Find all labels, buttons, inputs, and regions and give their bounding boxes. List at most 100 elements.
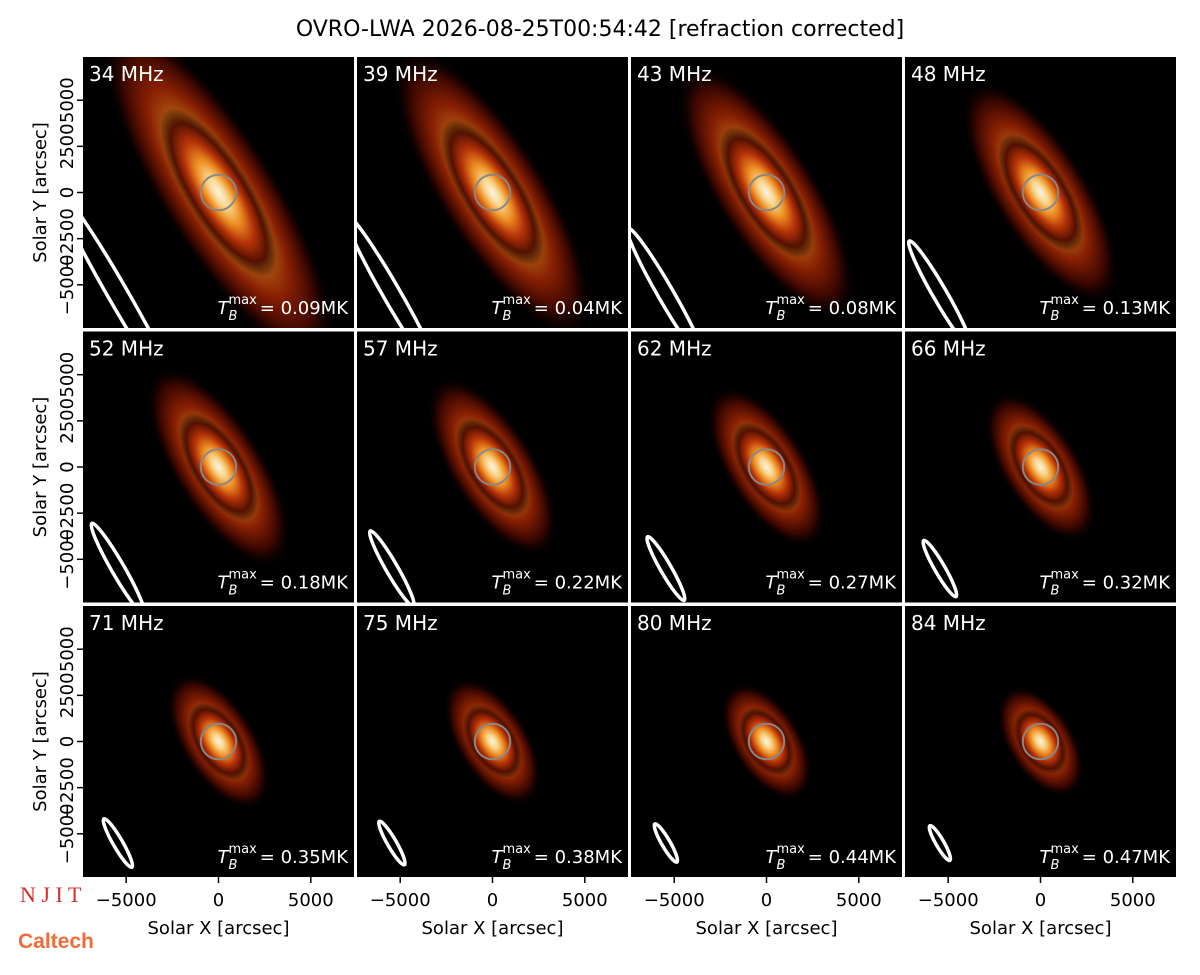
panel-title: 66 MHz — [911, 337, 986, 361]
panel: 75 MHz TBmax = 0.38MK −5000 0 5000 Solar X [ar… — [357, 606, 628, 939]
panel-title: 34 MHz — [89, 62, 164, 86]
solar-disk — [199, 173, 238, 212]
tb-annotation: TBmax = 0.27MK — [766, 568, 898, 599]
y-axis-label: Solar Y [arcsec] — [30, 122, 51, 263]
solar-disk — [473, 448, 512, 486]
tb-subscript: B — [1051, 584, 1060, 599]
x-axis-label: Solar X [arcsec] — [422, 918, 564, 939]
tb-annotation: TBmax = 0.44MK — [766, 842, 898, 873]
panel-image — [357, 331, 628, 603]
tb-superscript: max — [502, 293, 531, 308]
tb-value: = 0.22MK — [534, 573, 623, 594]
x-tick-label: 5000 — [1110, 890, 1156, 911]
emission-core — [719, 126, 814, 259]
tb-value: = 0.44MK — [808, 847, 897, 868]
emission-core — [738, 707, 795, 776]
panel: 66 MHz TBmax = 0.32MK — [905, 331, 1176, 603]
y-tick-label: 5000 — [57, 77, 78, 123]
emission-core — [463, 704, 522, 779]
panel-image — [631, 57, 902, 328]
solar-disk — [1021, 448, 1060, 486]
tb-annotation: TBmax = 0.18MK — [218, 568, 350, 599]
solar-disk — [473, 173, 512, 212]
beam — [367, 529, 416, 603]
tb-superscript: max — [502, 842, 531, 857]
tb-annotation: TBmax = 0.38MK — [492, 842, 624, 873]
tb-symbol: T — [492, 847, 505, 868]
solar-disk — [747, 448, 786, 486]
panel-title: 43 MHz — [637, 62, 712, 86]
tb-symbol: T — [492, 573, 505, 594]
figure-title: OVRO-LWA 2026-08-25T00:54:42 [refraction… — [296, 17, 904, 42]
tb-subscript: B — [777, 858, 786, 873]
x-tick-label: 5000 — [288, 890, 334, 911]
emission-core — [160, 108, 277, 277]
solar-disk — [199, 448, 238, 486]
tb-superscript: max — [228, 568, 257, 583]
panel: 57 MHz TBmax = 0.22MK — [357, 331, 628, 603]
panel-image — [83, 606, 354, 877]
solar-disk — [1021, 722, 1060, 761]
tb-annotation: TBmax = 0.08MK — [766, 293, 898, 324]
tb-value: = 0.04MK — [534, 298, 623, 319]
y-tick-label: −5000 — [57, 254, 78, 315]
x-axis-label: Solar X [arcsec] — [148, 918, 290, 939]
y-tick-label: 5000 — [57, 626, 78, 672]
tb-annotation: TBmax = 0.09MK — [218, 293, 350, 324]
tb-value: = 0.32MK — [1082, 573, 1171, 594]
beam — [377, 819, 407, 867]
beam — [921, 538, 959, 599]
beam — [357, 211, 441, 328]
panel: 43 MHz TBmax = 0.08MK — [631, 57, 902, 328]
panel-image — [905, 331, 1176, 603]
x-tick-label: −5000 — [918, 890, 979, 911]
panel-title: 39 MHz — [363, 62, 438, 86]
y-tick-label: 2500 — [57, 672, 78, 718]
tb-symbol: T — [1040, 298, 1053, 319]
tb-subscript: B — [229, 584, 238, 599]
y-tick-label: 2500 — [57, 398, 78, 444]
y-tick-label: 0 — [57, 736, 78, 747]
panel-title: 75 MHz — [363, 611, 438, 635]
emission-core — [179, 413, 258, 521]
beam — [631, 226, 707, 328]
tb-symbol: T — [492, 298, 505, 319]
tb-symbol: T — [766, 298, 779, 319]
x-axis-label: Solar X [arcsec] — [696, 918, 838, 939]
y-axis-label: Solar Y [arcsec] — [30, 671, 51, 812]
tb-superscript: max — [502, 568, 531, 583]
tb-symbol: T — [218, 847, 231, 868]
x-tick-label: −5000 — [370, 890, 431, 911]
tb-value: = 0.27MK — [808, 573, 897, 594]
beam — [89, 521, 147, 603]
tb-superscript: max — [228, 293, 257, 308]
emission-core — [456, 418, 529, 516]
tb-annotation: TBmax = 0.04MK — [492, 293, 624, 324]
beam — [83, 186, 182, 328]
tb-superscript: max — [776, 842, 805, 857]
emission-core — [998, 134, 1083, 251]
tb-subscript: B — [777, 309, 786, 324]
tb-subscript: B — [229, 858, 238, 873]
beam — [652, 822, 680, 864]
tb-subscript: B — [229, 309, 238, 324]
y-tick-label: −5000 — [57, 529, 78, 590]
panel-title: 62 MHz — [637, 337, 712, 361]
panel-title: 48 MHz — [911, 62, 986, 86]
tb-superscript: max — [1050, 842, 1079, 857]
tb-annotation: TBmax = 0.22MK — [492, 568, 624, 599]
tb-value: = 0.13MK — [1082, 298, 1171, 319]
tb-value: = 0.47MK — [1082, 847, 1171, 868]
beam — [101, 816, 135, 870]
panel: 84 MHz TBmax = 0.47MK −5000 0 5000 Solar X [ar… — [905, 606, 1176, 939]
panel-image — [905, 606, 1176, 877]
tb-superscript: max — [1050, 293, 1079, 308]
panel-image — [631, 331, 902, 603]
y-tick-label: −5000 — [57, 803, 78, 864]
x-tick-label: 0 — [213, 890, 224, 911]
tb-symbol: T — [1040, 847, 1053, 868]
x-tick-label: 5000 — [836, 890, 882, 911]
